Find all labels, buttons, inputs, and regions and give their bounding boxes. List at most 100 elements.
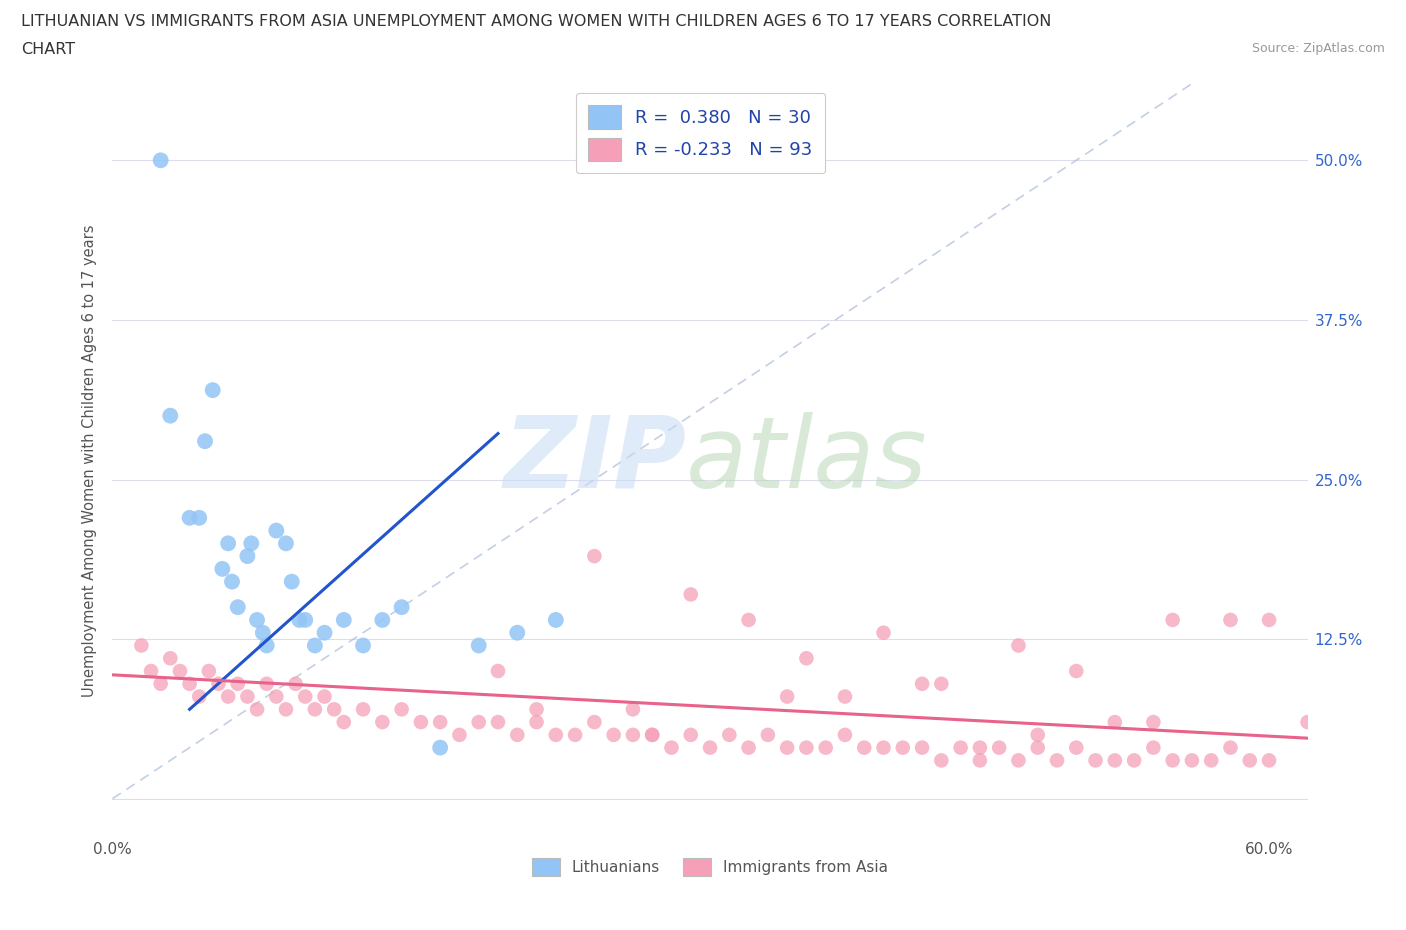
Point (699, 740, 721, 755)
Point (240, 536, 263, 551)
Point (391, 600, 413, 615)
Point (931, 676, 953, 691)
Point (1239, 753, 1261, 768)
Text: Source: ZipAtlas.com: Source: ZipAtlas.com (1251, 42, 1385, 55)
Legend: Lithuanians, Immigrants from Asia: Lithuanians, Immigrants from Asia (526, 852, 894, 882)
Point (1142, 714, 1164, 729)
Point (718, 727, 741, 742)
Point (1181, 753, 1204, 768)
Point (988, 740, 1011, 755)
Point (352, 702, 374, 717)
Point (814, 740, 837, 755)
Point (294, 689, 316, 704)
Point (641, 727, 664, 742)
Point (281, 574, 304, 589)
Point (834, 727, 856, 742)
Point (891, 740, 914, 755)
Point (969, 753, 991, 768)
Point (304, 702, 326, 717)
Point (467, 638, 489, 653)
Point (371, 613, 394, 628)
Point (1219, 613, 1241, 628)
Point (179, 676, 201, 691)
Point (621, 702, 644, 717)
Point (304, 638, 326, 653)
Point (323, 702, 346, 717)
Point (256, 638, 278, 653)
Point (139, 664, 162, 679)
Point (294, 613, 316, 628)
Text: ZIP: ZIP (503, 412, 686, 509)
Point (274, 702, 297, 717)
Point (949, 740, 972, 755)
Point (201, 382, 224, 397)
Point (1026, 727, 1049, 742)
Point (288, 613, 311, 628)
Point (679, 587, 702, 602)
Point (506, 727, 529, 742)
Point (1142, 740, 1164, 755)
Point (226, 600, 249, 615)
Text: LITHUANIAN VS IMMIGRANTS FROM ASIA UNEMPLOYMENT AMONG WOMEN WITH CHILDREN AGES 6: LITHUANIAN VS IMMIGRANTS FROM ASIA UNEMP… (21, 14, 1052, 29)
Point (1296, 714, 1319, 729)
Point (1258, 613, 1281, 628)
Point (179, 511, 201, 525)
Point (737, 613, 759, 628)
Point (131, 638, 153, 653)
Point (169, 664, 191, 679)
Point (564, 727, 586, 742)
Point (409, 714, 432, 729)
Point (217, 536, 239, 551)
Y-axis label: Unemployment Among Women with Children Ages 6 to 17 years: Unemployment Among Women with Children A… (82, 224, 97, 697)
Point (1123, 753, 1146, 768)
Point (526, 714, 548, 729)
Point (188, 511, 211, 525)
Point (159, 651, 181, 666)
Point (661, 740, 683, 755)
Point (641, 727, 664, 742)
Point (737, 740, 759, 755)
Point (246, 702, 269, 717)
Point (969, 740, 991, 755)
Point (853, 740, 876, 755)
Point (217, 689, 239, 704)
Point (252, 625, 274, 640)
Point (1161, 613, 1184, 628)
Point (796, 651, 818, 666)
Point (149, 153, 172, 167)
Point (429, 740, 451, 755)
Point (796, 740, 818, 755)
Point (776, 740, 799, 755)
Point (194, 433, 217, 448)
Point (266, 689, 288, 704)
Point (284, 676, 307, 691)
Point (1046, 753, 1069, 768)
Point (679, 727, 702, 742)
Point (872, 625, 894, 640)
Point (449, 727, 471, 742)
Point (1161, 753, 1184, 768)
Point (872, 740, 894, 755)
Point (149, 676, 172, 691)
Point (266, 524, 288, 538)
Point (226, 676, 249, 691)
Point (583, 714, 606, 729)
Point (486, 664, 509, 679)
Point (188, 689, 211, 704)
Point (1064, 664, 1087, 679)
Point (1104, 753, 1126, 768)
Point (834, 689, 856, 704)
Point (352, 638, 374, 653)
Point (211, 562, 233, 577)
Point (198, 664, 221, 679)
Point (1199, 753, 1222, 768)
Point (583, 549, 606, 564)
Point (429, 714, 451, 729)
Point (1007, 638, 1029, 653)
Point (314, 689, 336, 704)
Point (371, 714, 394, 729)
Point (1084, 753, 1107, 768)
Text: CHART: CHART (21, 42, 75, 57)
Point (1007, 753, 1029, 768)
Point (602, 727, 624, 742)
